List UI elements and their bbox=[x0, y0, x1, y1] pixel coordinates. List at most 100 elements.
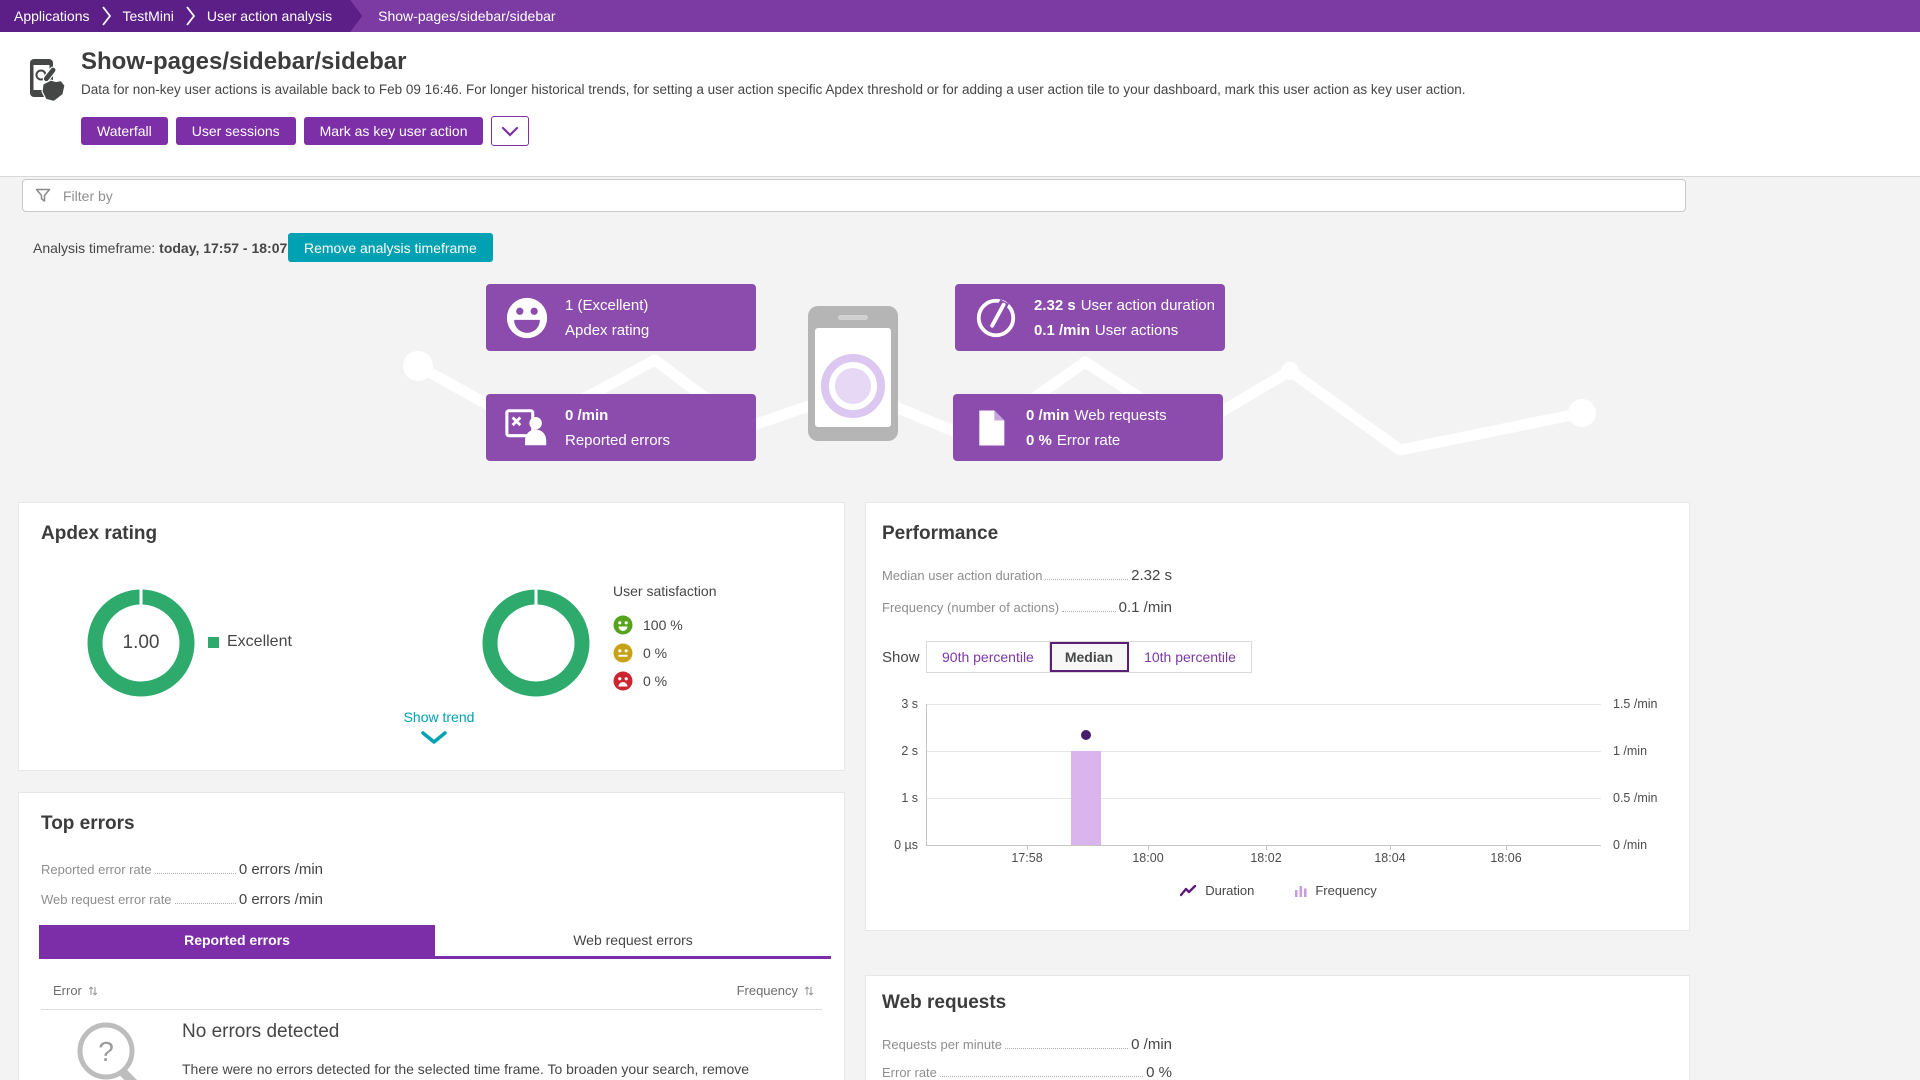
frequency-column-header[interactable]: Frequency bbox=[737, 983, 814, 998]
reported-error-rate-row: Reported error rate 0 errors /min bbox=[41, 861, 323, 878]
reported-error-rate-value: 0 errors /min bbox=[238, 861, 323, 878]
web-requests-rate-label: Web requests bbox=[1074, 406, 1167, 424]
frequency-value: 0.1 /min bbox=[1118, 599, 1172, 616]
web-requests-card: Web requests Requests per minute 0 /min … bbox=[865, 975, 1690, 1080]
user-sessions-button[interactable]: User sessions bbox=[175, 117, 296, 145]
reported-error-rate-label: Reported error rate bbox=[41, 862, 152, 877]
dotted-leader bbox=[174, 903, 236, 904]
web-requests-title: Web requests bbox=[882, 992, 1007, 1013]
tab-web-request-errors[interactable]: Web request errors bbox=[435, 925, 831, 956]
option-median[interactable]: Median bbox=[1049, 642, 1130, 672]
phone-illustration bbox=[808, 306, 898, 441]
frequency-label: Frequency (number of actions) bbox=[882, 600, 1060, 615]
chevron-right-icon bbox=[102, 6, 111, 26]
duration-legend-item: Duration bbox=[1180, 883, 1254, 898]
apdex-score-donut: 1.00 bbox=[85, 587, 197, 699]
phone-screen-circles bbox=[821, 354, 885, 418]
y-right-tick: 1 /min bbox=[1613, 744, 1648, 758]
apdex-rating-tile[interactable]: 1 (Excellent) Apdex rating bbox=[486, 284, 756, 351]
reported-errors-tile[interactable]: 0 /min Reported errors bbox=[486, 394, 756, 461]
analysis-timeframe-value: today, 17:57 - 18:07 bbox=[159, 240, 288, 256]
y-left-tick: 2 s bbox=[901, 744, 918, 758]
y-axis-left bbox=[926, 704, 927, 845]
breadcrumb-testmini[interactable]: TestMini bbox=[122, 8, 174, 24]
frequency-legend-item: Frequency bbox=[1294, 883, 1377, 898]
show-trend-link[interactable]: Show trend bbox=[403, 709, 475, 725]
chart-legend: Duration Frequency bbox=[866, 883, 1691, 898]
duration-line-icon bbox=[1180, 884, 1197, 896]
gauge-icon bbox=[976, 298, 1016, 337]
frequency-row: Frequency (number of actions) 0.1 /min bbox=[882, 599, 1172, 616]
option-90th-percentile[interactable]: 90th percentile bbox=[927, 642, 1050, 672]
frequency-bars-icon bbox=[1295, 886, 1307, 897]
breadcrumb-current: Show-pages/sidebar/sidebar bbox=[378, 8, 556, 24]
filter-funnel-icon bbox=[35, 188, 51, 202]
web-request-error-rate-value: 0 errors /min bbox=[238, 891, 323, 908]
y-right-tick: 1.5 /min bbox=[1613, 697, 1658, 711]
x-tick: 18:04 bbox=[1374, 851, 1406, 865]
apdex-card-title: Apdex rating bbox=[41, 523, 158, 544]
breadcrumb-user-action-analysis[interactable]: User action analysis bbox=[206, 8, 333, 24]
dotted-leader bbox=[939, 1076, 1144, 1077]
waterfall-button[interactable]: Waterfall bbox=[81, 117, 168, 145]
error-column-header[interactable]: Error bbox=[53, 983, 98, 998]
apdex-score-value: 1.00 bbox=[122, 632, 160, 653]
web-requests-tile[interactable]: 0 /min Web requests 0 % Error rate bbox=[953, 394, 1223, 461]
mark-key-user-action-button[interactable]: Mark as key user action bbox=[303, 117, 484, 145]
tab-reported-errors[interactable]: Reported errors bbox=[39, 925, 435, 956]
analysis-timeframe-label: Analysis timeframe: bbox=[33, 240, 156, 256]
web-request-error-rate-row: Web request error rate 0 errors /min bbox=[41, 891, 323, 908]
top-errors-title: Top errors bbox=[41, 813, 135, 834]
error-rate-row: Error rate 0 % bbox=[882, 1064, 1172, 1080]
y-left-tick: 3 s bbox=[901, 697, 918, 711]
y-right-tick: 0 /min bbox=[1613, 838, 1648, 852]
dotted-leader bbox=[1004, 1048, 1129, 1049]
apdex-tile-label: Apdex rating bbox=[565, 321, 650, 339]
user-action-duration-tile[interactable]: 2.32 s User action duration 0.1 /min User … bbox=[955, 284, 1225, 351]
tolerating-face-icon bbox=[613, 643, 633, 663]
satisfied-face-icon bbox=[613, 615, 633, 635]
error-rate-value: 0 % bbox=[1026, 431, 1052, 449]
x-tick: 18:02 bbox=[1250, 851, 1282, 865]
duration-value: 2.32 s bbox=[1034, 296, 1076, 314]
dotted-leader bbox=[154, 873, 236, 874]
table-divider bbox=[41, 1009, 822, 1010]
actions-rate-label: User actions bbox=[1094, 321, 1179, 339]
frustrated-pct: 0 % bbox=[643, 673, 668, 689]
filter-input[interactable] bbox=[61, 186, 1673, 205]
more-actions-dropdown-button[interactable] bbox=[491, 116, 530, 146]
show-trend-chevron-icon[interactable] bbox=[421, 731, 447, 744]
frustrated-row: 0 % bbox=[613, 671, 667, 691]
no-errors-illustration: ? a e o u bbox=[77, 1022, 142, 1080]
apdex-rating-card: Apdex rating 1.00 Excellent User satisfa… bbox=[18, 502, 845, 771]
median-duration-value: 2.32 s bbox=[1131, 567, 1172, 584]
no-errors-title: No errors detected bbox=[182, 1021, 340, 1042]
user-satisfaction-title: User satisfaction bbox=[613, 583, 717, 599]
web-request-error-rate-label: Web request error rate bbox=[41, 892, 172, 907]
option-10th-percentile[interactable]: 10th percentile bbox=[1129, 642, 1251, 672]
phone-speaker bbox=[838, 315, 868, 320]
error-rate-value: 0 % bbox=[1146, 1064, 1172, 1080]
error-rate-label: Error rate bbox=[1056, 431, 1121, 449]
breadcrumb-applications[interactable]: Applications bbox=[14, 8, 90, 24]
chevron-right-icon bbox=[186, 6, 195, 26]
performance-card: Performance Median user action duration … bbox=[865, 502, 1690, 931]
top-errors-card: Top errors Reported error rate 0 errors … bbox=[18, 792, 845, 1080]
action-buttons: Waterfall User sessions Mark as key user… bbox=[81, 116, 530, 146]
dotted-leader bbox=[1045, 579, 1129, 580]
frequency-bar bbox=[1071, 751, 1101, 845]
error-tabs: Reported errors Web request errors bbox=[39, 925, 831, 959]
filter-bar bbox=[22, 179, 1686, 212]
web-requests-rate-value: 0 /min bbox=[1026, 406, 1070, 424]
tolerating-pct: 0 % bbox=[643, 645, 668, 661]
requests-per-minute-label: Requests per minute bbox=[882, 1037, 1002, 1052]
actions-rate-value: 0.1 /min bbox=[1034, 321, 1090, 339]
chevron-down-icon bbox=[502, 126, 519, 137]
duration-point bbox=[1081, 730, 1091, 740]
page-title: Show-pages/sidebar/sidebar bbox=[81, 48, 407, 75]
smiley-icon bbox=[506, 297, 548, 338]
page-header: Show-pages/sidebar/sidebar Data for non-… bbox=[0, 32, 1920, 177]
reported-errors-value: 0 /min bbox=[565, 406, 609, 424]
remove-analysis-timeframe-button[interactable]: Remove analysis timeframe bbox=[288, 233, 493, 262]
